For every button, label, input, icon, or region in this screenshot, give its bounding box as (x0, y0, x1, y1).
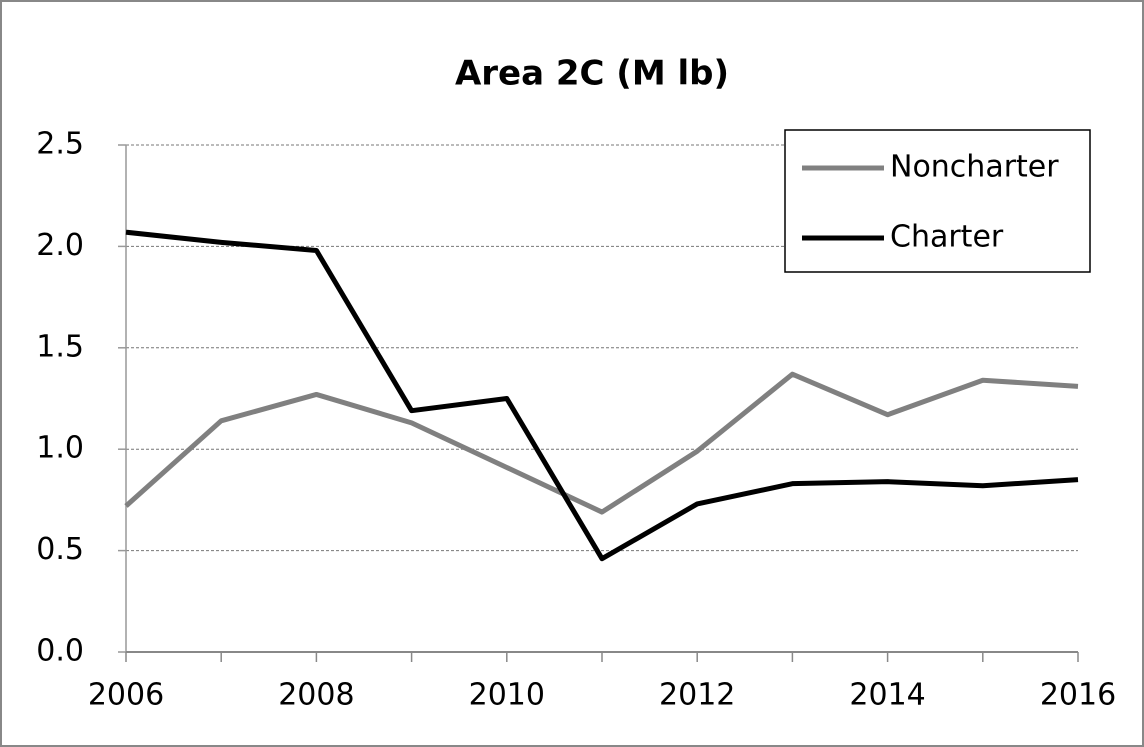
y-tick-label: 0.0 (36, 634, 84, 669)
chart-title: Area 2C (M lb) (455, 54, 729, 94)
series-line (125, 229, 1079, 562)
legend-box (784, 129, 1091, 273)
x-tick-label: 2016 (1040, 678, 1116, 713)
legend-label: Charter (890, 220, 1004, 255)
y-tick-label: 1.0 (36, 431, 84, 466)
y-tick-label: 2.5 (36, 127, 84, 162)
y-tick-label: 1.5 (36, 329, 84, 364)
x-tick-label: 2012 (659, 678, 735, 713)
legend-label: Noncharter (890, 150, 1059, 185)
series-line (124, 371, 1079, 515)
x-tick-label: 2010 (469, 678, 545, 713)
x-tick-label: 2006 (88, 678, 164, 713)
y-tick-label: 0.5 (36, 532, 84, 567)
x-tick-label: 2014 (849, 678, 925, 713)
x-tick-label: 2008 (278, 678, 354, 713)
y-tick-label: 2.0 (36, 228, 84, 263)
